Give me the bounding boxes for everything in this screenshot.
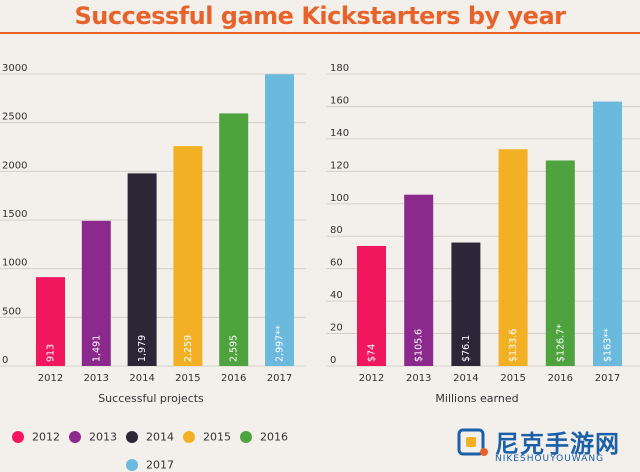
bar-2012 [36,277,65,366]
y-tick-label: 3000 [2,63,27,74]
legend-swatch-2016 [240,431,252,443]
y-tick-label: 160 [330,95,349,106]
data-label: 2,997** [275,325,286,362]
y-tick-label: 140 [330,128,349,139]
bar-2015 [173,146,203,366]
legend-swatch-2013 [69,431,81,443]
data-label: $76.1 [461,335,472,362]
x-tick-label: 2012 [359,373,384,384]
y-tick-label: 1500 [2,209,27,220]
bar-2013 [81,220,111,366]
bar-2014 [451,242,481,366]
data-label: 1,491 [91,335,102,362]
data-label: $133.6 [508,329,519,362]
data-label: $163** [603,328,614,362]
charts-svg: 05001000150020002500300091320121,4912013… [0,63,640,405]
watermark-text: 尼克手游网 [495,430,620,458]
bar-2012 [357,245,386,366]
watermark-subtext: NIKESHOUYOUWANG [495,454,605,464]
y-tick-label: 2500 [2,112,27,123]
data-label: 2,595 [229,335,240,362]
data-label: $126.7* [555,324,566,362]
legend-item-2016: 2016 [240,430,288,444]
x-axis-label: Millions earned [435,392,518,405]
y-tick-label: 80 [330,225,343,236]
data-label: $74 [367,344,378,362]
data-label: $105.6 [414,329,425,362]
data-label: 2,259 [183,335,194,362]
watermark: 尼克手游网 NIKESHOUYOUWANG [455,422,635,468]
legend-label: 2014 [146,430,174,444]
legend-item-2012: 2012 [12,430,60,444]
y-tick-label: 100 [330,193,349,204]
legend-label: 2013 [89,430,117,444]
legend-item-2014: 2014 [126,430,174,444]
legend-label: 2015 [203,430,231,444]
x-axis-label: Successful projects [98,392,204,405]
x-tick-label: 2015 [175,373,200,384]
data-label: 1,979 [137,335,148,362]
legend-item-2015: 2015 [183,430,231,444]
x-tick-label: 2015 [500,373,525,384]
y-tick-label: 2000 [2,160,27,171]
y-tick-label: 0 [330,355,336,366]
y-tick-label: 120 [330,160,349,171]
legend-label: 2016 [260,430,288,444]
bar-2013 [404,194,434,366]
y-tick-label: 0 [2,355,8,366]
y-tick-label: 40 [330,290,343,301]
x-tick-label: 2014 [129,373,154,384]
legend-item-2017: 2017 [126,458,174,472]
chart-title: Successful game Kickstarters by year [74,2,566,30]
legend-swatch-2014 [126,431,138,443]
y-tick-label: 20 [330,323,343,334]
x-tick-label: 2014 [453,373,478,384]
legend-label: 2017 [146,458,174,472]
legend: 2012 2013 2014 2015 2016 2017 [0,420,640,472]
legend-swatch-2015 [183,431,195,443]
y-tick-label: 180 [330,63,349,74]
legend-swatch-2017 [126,459,138,471]
legend-item-2013: 2013 [69,430,117,444]
bar-2016 [545,160,575,366]
x-tick-label: 2016 [221,373,246,384]
bar-2017 [265,74,294,367]
bar-2014 [127,173,157,366]
x-tick-label: 2013 [84,373,109,384]
y-tick-label: 60 [330,258,343,269]
y-tick-label: 500 [2,306,21,317]
bar-2016 [219,113,249,366]
legend-label: 2012 [32,430,60,444]
watermark-logo-icon [457,428,488,456]
data-label: 913 [46,344,57,362]
x-tick-label: 2017 [595,373,620,384]
x-tick-label: 2013 [406,373,431,384]
title-underline [0,32,640,34]
bar-2015 [498,149,528,366]
y-tick-label: 1000 [2,258,27,269]
bar-2017 [593,101,622,367]
legend-swatch-2012 [12,431,24,443]
x-tick-label: 2016 [548,373,573,384]
x-tick-label: 2012 [38,373,63,384]
x-tick-label: 2017 [267,373,292,384]
